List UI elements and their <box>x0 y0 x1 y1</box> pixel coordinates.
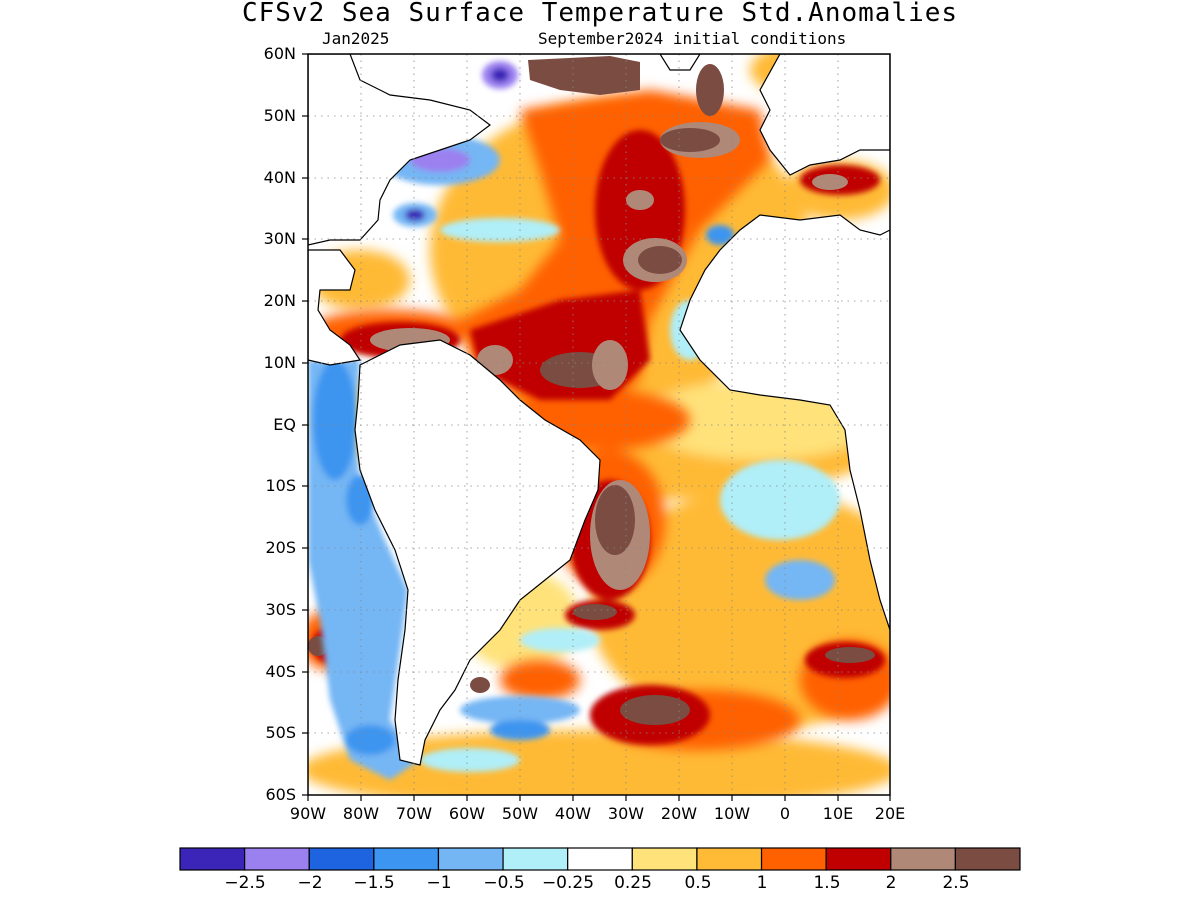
colorbar-swatch <box>244 847 310 871</box>
colorbar <box>179 847 1021 871</box>
colorbar-label: 1 <box>756 873 768 893</box>
colorbar-label: −2 <box>297 873 323 893</box>
colorbar-swatch <box>696 847 763 871</box>
lat-label: 40S <box>265 662 296 681</box>
lon-label: 20W <box>660 804 698 823</box>
lon-label: 40W <box>554 804 592 823</box>
lat-label: 60N <box>263 44 296 63</box>
land-outlines <box>308 54 890 766</box>
colorbar-label: −2.5 <box>224 873 266 893</box>
lon-label: 10E <box>822 804 854 823</box>
lat-label: 50N <box>263 106 296 125</box>
lat-label: 10N <box>263 353 296 372</box>
colorbar-swatch <box>567 847 633 871</box>
colorbar-swatch <box>437 847 504 871</box>
lon-label: 0 <box>779 804 791 823</box>
colorbar-swatch <box>308 847 375 871</box>
lat-label: 10S <box>265 476 296 495</box>
colorbar-swatch <box>760 847 827 871</box>
colorbar-label: −1.5 <box>353 873 395 893</box>
colorbar-label: −0.5 <box>483 873 525 893</box>
lat-label: 50S <box>265 723 296 742</box>
colorbar-swatch <box>502 847 569 871</box>
lat-label: 20S <box>265 538 296 557</box>
lon-label: 70W <box>395 804 433 823</box>
lon-label: 20E <box>874 804 906 823</box>
axis-ticks <box>302 53 891 801</box>
colorbar-swatch <box>890 847 956 871</box>
initial-conditions: September2024 initial conditions <box>538 29 847 48</box>
colorbar-swatch <box>954 847 1021 871</box>
colorbar-swatch <box>631 847 698 871</box>
colorbar-swatch <box>373 847 440 871</box>
colorbar-label: 0.25 <box>614 873 652 893</box>
lon-label: 50W <box>501 804 539 823</box>
colorbar-label: 1.5 <box>813 873 841 893</box>
lat-label: 30N <box>263 229 296 248</box>
lon-label: 10W <box>713 804 751 823</box>
lon-label: 80W <box>342 804 380 823</box>
anomaly-field <box>308 54 890 795</box>
lon-label: 90W <box>289 804 327 823</box>
lat-label: 20N <box>263 291 296 310</box>
lat-label: 60S <box>265 785 296 804</box>
lat-label: 40N <box>263 168 296 187</box>
colorbar-label: 2 <box>885 873 897 893</box>
lon-label: 60W <box>448 804 486 823</box>
lat-label: EQ <box>273 415 296 434</box>
colorbar-label: −1 <box>426 873 452 893</box>
map-title: CFSv2 Sea Surface Temperature Std.Anomal… <box>241 0 959 28</box>
forecast-month: Jan2025 <box>322 29 390 48</box>
colorbar-swatch <box>179 847 246 871</box>
lat-label: 30S <box>265 600 296 619</box>
colorbar-swatch <box>825 847 892 871</box>
graticule <box>308 54 890 795</box>
colorbar-label: −0.25 <box>541 873 595 893</box>
colorbar-label: 0.5 <box>684 873 712 893</box>
colorbar-label: 2.5 <box>942 873 970 893</box>
lon-label: 30W <box>607 804 645 823</box>
